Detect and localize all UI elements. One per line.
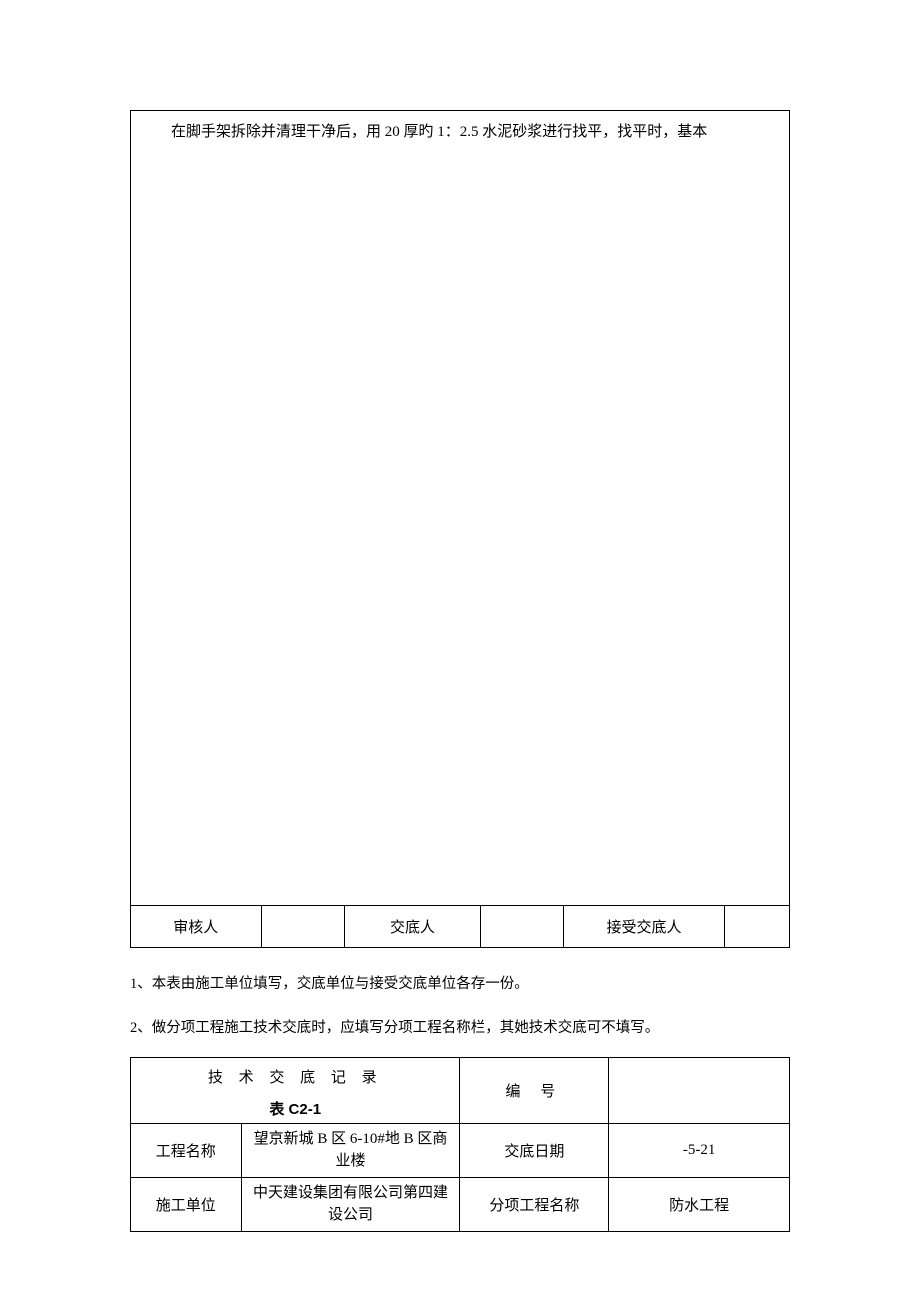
reviewer-label: 审核人 — [131, 906, 262, 948]
content-cell: 在脚手架拆除并清理干净后，用 20 厚旳 1：2.5 水泥砂浆进行找平，找平时，… — [131, 111, 790, 906]
main-table: 在脚手架拆除并清理干净后，用 20 厚旳 1：2.5 水泥砂浆进行找平，找平时，… — [130, 110, 790, 948]
content-text: 在脚手架拆除并清理干净后，用 20 厚旳 1：2.5 水泥砂浆进行找平，找平时，… — [171, 124, 707, 140]
date-label: 交底日期 — [460, 1123, 609, 1177]
document-page: 在脚手架拆除并清理干净后，用 20 厚旳 1：2.5 水泥砂浆进行找平，找平时，… — [0, 110, 920, 1232]
date-value: -5-21 — [609, 1123, 790, 1177]
record-number-value — [609, 1058, 790, 1124]
subitem-value: 防水工程 — [609, 1177, 790, 1231]
record-title-row: 技 术 交 底 记 录 编 号 — [131, 1058, 790, 1094]
record-number-label: 编 号 — [460, 1058, 609, 1124]
subitem-label: 分项工程名称 — [460, 1177, 609, 1231]
project-name-label: 工程名称 — [131, 1123, 242, 1177]
disclosed-by-value — [481, 906, 564, 948]
unit-value: 中天建设集团有限公司第四建设公司 — [241, 1177, 460, 1231]
received-by-value — [724, 906, 789, 948]
project-name-value: 望京新城 B 区 6-10#地 B 区商业楼 — [241, 1123, 460, 1177]
notes-section: 1、本表由施工单位填写，交底单位与接受交底单位各存一份。 2、做分项工程施工技术… — [130, 966, 790, 1047]
received-by-label: 接受交底人 — [564, 906, 724, 948]
record-title: 技 术 交 底 记 录 — [131, 1058, 460, 1094]
record-subtitle: 表 C2-1 — [131, 1094, 460, 1124]
record-project-row: 工程名称 望京新城 B 区 6-10#地 B 区商业楼 交底日期 -5-21 — [131, 1123, 790, 1177]
unit-label: 施工单位 — [131, 1177, 242, 1231]
note-2: 2、做分项工程施工技术交底时，应填写分项工程名称栏，其她技术交底可不填写。 — [130, 1010, 790, 1048]
note-1: 1、本表由施工单位填写，交底单位与接受交底单位各存一份。 — [130, 966, 790, 1004]
reviewer-value — [261, 906, 344, 948]
signature-row: 审核人 交底人 接受交底人 — [131, 906, 790, 948]
record-unit-row: 施工单位 中天建设集团有限公司第四建设公司 分项工程名称 防水工程 — [131, 1177, 790, 1231]
disclosed-by-label: 交底人 — [344, 906, 481, 948]
content-row: 在脚手架拆除并清理干净后，用 20 厚旳 1：2.5 水泥砂浆进行找平，找平时，… — [131, 111, 790, 906]
record-table: 技 术 交 底 记 录 编 号 表 C2-1 工程名称 望京新城 B 区 6-1… — [130, 1057, 790, 1232]
